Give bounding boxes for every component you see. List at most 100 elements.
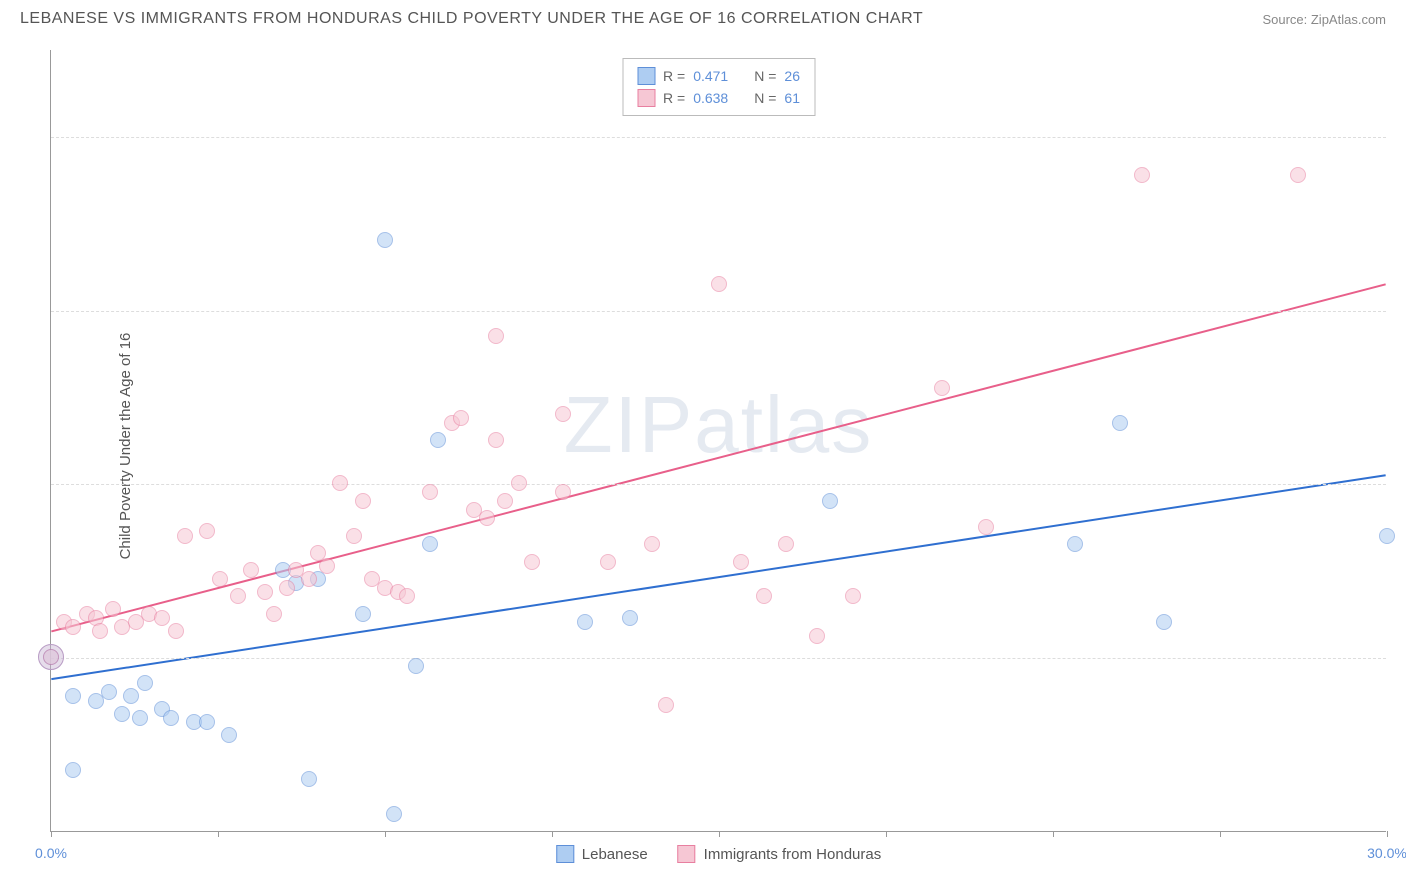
- data-point: [230, 588, 246, 604]
- legend-stats-row: R = 0.471N = 26: [637, 65, 800, 87]
- data-point: [422, 484, 438, 500]
- gridline-h: [51, 658, 1386, 659]
- data-point: [355, 493, 371, 509]
- scatter-chart: ZIPatlas R = 0.471N = 26R = 0.638N = 61 …: [50, 50, 1386, 832]
- data-point: [257, 584, 273, 600]
- data-point: [163, 710, 179, 726]
- x-tick: [1387, 831, 1388, 837]
- data-point: [386, 806, 402, 822]
- data-point: [577, 614, 593, 630]
- data-point: [65, 762, 81, 778]
- data-point: [319, 558, 335, 574]
- data-point: [430, 432, 446, 448]
- data-point: [212, 571, 228, 587]
- data-point: [123, 688, 139, 704]
- data-point: [488, 432, 504, 448]
- data-point: [453, 410, 469, 426]
- data-point: [243, 562, 259, 578]
- legend-stats-row: R = 0.638 N = 61: [637, 87, 800, 109]
- data-point: [65, 619, 81, 635]
- legend-n-label: N =: [754, 68, 776, 84]
- data-point: [1067, 536, 1083, 552]
- data-point: [809, 628, 825, 644]
- data-point: [1156, 614, 1172, 630]
- data-point: [279, 580, 295, 596]
- gridline-h: [51, 484, 1386, 485]
- data-point: [1134, 167, 1150, 183]
- data-point: [199, 714, 215, 730]
- legend-n-value: 61: [784, 90, 800, 106]
- trend-lines-layer: [51, 50, 1386, 831]
- legend-swatch: [556, 845, 574, 863]
- data-point: [1290, 167, 1306, 183]
- data-point: [511, 475, 527, 491]
- data-point: [845, 588, 861, 604]
- x-tick: [1220, 831, 1221, 837]
- data-point: [199, 523, 215, 539]
- x-tick: [1053, 831, 1054, 837]
- data-point: [377, 232, 393, 248]
- data-point: [114, 706, 130, 722]
- trend-line: [51, 284, 1385, 631]
- data-point: [132, 710, 148, 726]
- legend-swatch: [637, 89, 655, 107]
- x-tick: [719, 831, 720, 837]
- data-point: [622, 610, 638, 626]
- legend-series: Lebanese Immigrants from Honduras: [556, 845, 881, 863]
- data-point: [105, 601, 121, 617]
- data-point: [978, 519, 994, 535]
- watermark: ZIPatlas: [564, 379, 873, 471]
- data-point: [497, 493, 513, 509]
- data-point: [168, 623, 184, 639]
- x-tick: [385, 831, 386, 837]
- data-point: [479, 510, 495, 526]
- data-point: [524, 554, 540, 570]
- data-point: [221, 727, 237, 743]
- legend-series-label: Immigrants from Honduras: [704, 846, 882, 863]
- data-point: [658, 697, 674, 713]
- data-point: [92, 623, 108, 639]
- legend-swatch: [637, 67, 655, 85]
- data-point: [266, 606, 282, 622]
- x-tick: [552, 831, 553, 837]
- source-label: Source: ZipAtlas.com: [1262, 12, 1386, 27]
- legend-series-item: Lebanese: [556, 845, 648, 863]
- data-point: [1379, 528, 1395, 544]
- data-point: [934, 380, 950, 396]
- legend-series-item: Immigrants from Honduras: [678, 845, 882, 863]
- legend-r-value: 0.471: [693, 68, 728, 84]
- data-point: [43, 649, 59, 665]
- legend-r-value: 0.638: [693, 90, 728, 106]
- data-point: [346, 528, 362, 544]
- x-tick: [51, 831, 52, 837]
- data-point: [101, 684, 117, 700]
- data-point: [488, 328, 504, 344]
- x-tick-label: 0.0%: [35, 845, 67, 861]
- chart-title: LEBANESE VS IMMIGRANTS FROM HONDURAS CHI…: [20, 10, 923, 28]
- data-point: [332, 475, 348, 491]
- legend-n-label: N =: [754, 90, 776, 106]
- data-point: [177, 528, 193, 544]
- legend-stats: R = 0.471N = 26R = 0.638N = 61: [622, 58, 815, 116]
- data-point: [778, 536, 794, 552]
- gridline-h: [51, 137, 1386, 138]
- data-point: [399, 588, 415, 604]
- title-bar: LEBANESE VS IMMIGRANTS FROM HONDURAS CHI…: [0, 0, 1406, 33]
- data-point: [822, 493, 838, 509]
- gridline-h: [51, 311, 1386, 312]
- legend-series-label: Lebanese: [582, 846, 648, 863]
- x-tick: [886, 831, 887, 837]
- data-point: [301, 571, 317, 587]
- legend-r-label: R =: [663, 90, 685, 106]
- data-point: [65, 688, 81, 704]
- x-tick-label: 30.0%: [1367, 845, 1406, 861]
- data-point: [733, 554, 749, 570]
- data-point: [756, 588, 772, 604]
- data-point: [644, 536, 660, 552]
- legend-swatch: [678, 845, 696, 863]
- data-point: [422, 536, 438, 552]
- data-point: [1112, 415, 1128, 431]
- data-point: [301, 771, 317, 787]
- data-point: [408, 658, 424, 674]
- legend-r-label: R =: [663, 68, 685, 84]
